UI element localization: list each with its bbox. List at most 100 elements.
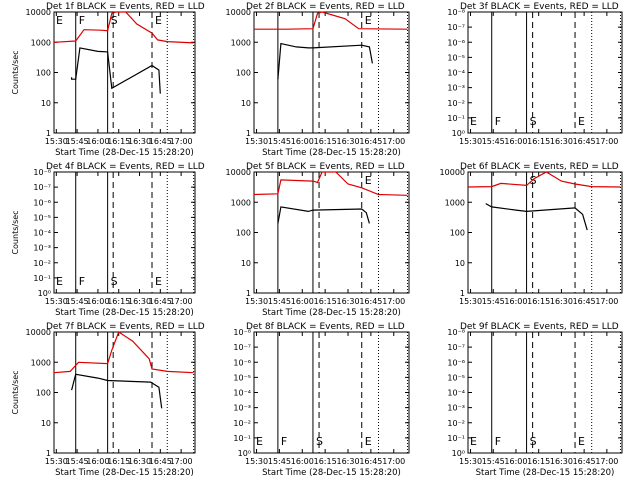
plot-frame bbox=[53, 331, 196, 454]
x-tick-label: 16:15 bbox=[527, 297, 550, 306]
y-tick-label: 10⁻⁸ bbox=[33, 168, 51, 177]
y-tick-label: 100 bbox=[450, 229, 465, 238]
x-tick-label: 16:15 bbox=[527, 137, 550, 146]
x-tick-label: 16:15 bbox=[314, 137, 337, 146]
y-axis-label: Counts/sec bbox=[11, 370, 20, 414]
panel-3: Det 3f BLACK = Events, RED = LLD 15:30 15:… bbox=[447, 2, 623, 146]
y-tick-label: 1000 bbox=[231, 38, 251, 47]
panel-title: Det 4f BLACK = Events, RED = LLD bbox=[46, 162, 205, 172]
plot-frame bbox=[253, 171, 410, 294]
y-tick-label: 10⁰ bbox=[238, 449, 251, 458]
x-tick-label: 16:45 bbox=[359, 297, 382, 306]
x-tick-label: 17:00 bbox=[595, 457, 618, 466]
y-tick-label: 10⁻³ bbox=[33, 244, 51, 253]
y-tick-label: 10⁻² bbox=[447, 419, 465, 428]
x-tick-label: 15:45 bbox=[482, 457, 505, 466]
x-tick-label: 15:30 bbox=[459, 137, 482, 146]
y-tick-label: 10⁻⁵ bbox=[233, 373, 251, 382]
phase-marker-label: F bbox=[495, 115, 501, 128]
x-tick-label: 16:45 bbox=[149, 457, 172, 466]
x-tick-label: 17:00 bbox=[170, 297, 193, 306]
x-tick-label: 15:45 bbox=[268, 297, 291, 306]
x-tick-label: 16:00 bbox=[86, 297, 109, 306]
y-tick-label: 10⁻¹ bbox=[447, 434, 465, 443]
y-tick-label: 1000 bbox=[31, 38, 51, 47]
y-tick-label: 10⁰ bbox=[452, 129, 465, 138]
y-tick-label: 10⁻³ bbox=[447, 84, 465, 93]
x-tick-label: 16:00 bbox=[86, 457, 109, 466]
x-tick-label: 15:45 bbox=[66, 297, 89, 306]
y-tick-label: 10⁻⁵ bbox=[447, 373, 465, 382]
y-tick-label: 1 bbox=[246, 289, 251, 298]
phase-marker-label: E bbox=[365, 435, 372, 448]
phase-marker-label: S bbox=[530, 174, 537, 187]
y-tick-label: 10000 bbox=[226, 168, 251, 177]
x-tick-label: 16:45 bbox=[359, 457, 382, 466]
phase-marker-label: E bbox=[578, 115, 585, 128]
panel-title: Det 5f BLACK = Events, RED = LLD bbox=[246, 162, 405, 172]
x-tick-label: 15:45 bbox=[66, 457, 89, 466]
x-axis-label: Start Time (28-Dec-15 15:28:20) bbox=[262, 308, 401, 318]
lld-series-line bbox=[254, 11, 408, 30]
plot-frame bbox=[253, 331, 410, 454]
x-tick-label: 16:15 bbox=[107, 457, 130, 466]
panel-title: Det 1f BLACK = Events, RED = LLD bbox=[46, 2, 205, 12]
y-tick-label: 1 bbox=[46, 129, 51, 138]
phase-marker-label: F bbox=[281, 435, 287, 448]
y-tick-label: 10⁻⁷ bbox=[33, 183, 51, 192]
phase-marker-label: E bbox=[470, 115, 477, 128]
x-tick-label: 15:30 bbox=[245, 297, 268, 306]
x-tick-label: 16:45 bbox=[149, 137, 172, 146]
lld-series-line bbox=[53, 11, 194, 44]
x-tick-label: 17:00 bbox=[382, 457, 405, 466]
y-tick-label: 10⁻⁷ bbox=[447, 343, 465, 352]
y-tick-label: 100 bbox=[236, 69, 251, 78]
x-axis-label: Start Time (28-Dec-15 15:28:20) bbox=[476, 468, 615, 478]
x-tick-label: 15:30 bbox=[245, 137, 268, 146]
x-axis-label: Start Time (28-Dec-15 15:28:20) bbox=[262, 468, 401, 478]
plot-frame bbox=[53, 11, 196, 134]
y-tick-label: 10 bbox=[241, 259, 251, 268]
x-axis-label: Start Time (28-Dec-15 15:28:20) bbox=[262, 148, 401, 158]
lld-series-line bbox=[253, 171, 408, 196]
x-tick-label: 16:30 bbox=[336, 137, 359, 146]
y-tick-label: 10000 bbox=[26, 328, 51, 337]
x-tick-label: 17:00 bbox=[382, 137, 405, 146]
panel-5: Det 5f BLACK = Events, RED = LLD 15:30 15:… bbox=[226, 162, 410, 318]
phase-marker-label: E bbox=[155, 14, 162, 27]
y-tick-label: 10⁻⁸ bbox=[447, 8, 465, 17]
y-tick-label: 10⁻³ bbox=[233, 404, 251, 413]
lld-series-line bbox=[53, 331, 194, 374]
x-tick-label: 16:15 bbox=[314, 297, 337, 306]
phase-marker-label: E bbox=[470, 435, 477, 448]
events-series-line bbox=[70, 47, 161, 94]
x-tick-label: 16:30 bbox=[128, 457, 151, 466]
y-tick-label: 10⁻⁶ bbox=[447, 358, 465, 367]
x-tick-label: 16:15 bbox=[107, 137, 130, 146]
x-tick-label: 16:00 bbox=[504, 297, 527, 306]
x-tick-label: 15:45 bbox=[268, 457, 291, 466]
x-tick-label: 16:30 bbox=[336, 297, 359, 306]
x-tick-label: 16:00 bbox=[291, 297, 314, 306]
y-tick-label: 10⁻² bbox=[447, 99, 465, 108]
x-tick-label: 15:45 bbox=[268, 137, 291, 146]
y-tick-label: 1000 bbox=[31, 358, 51, 367]
y-tick-label: 1 bbox=[460, 289, 465, 298]
panel-7: Det 7f BLACK = Events, RED = LLD 15:3015:… bbox=[11, 322, 205, 478]
x-tick-label: 16:45 bbox=[149, 297, 172, 306]
y-tick-label: 10000 bbox=[26, 8, 51, 17]
x-tick-label: 15:30 bbox=[45, 457, 68, 466]
x-tick-label: 16:15 bbox=[314, 457, 337, 466]
x-axis-label: Start Time (28-Dec-15 15:28:20) bbox=[55, 308, 194, 318]
y-tick-label: 100 bbox=[36, 389, 51, 398]
y-axis-label: Counts/sec bbox=[11, 210, 20, 254]
panel-title: Det 9f BLACK = Events, RED = LLD bbox=[460, 322, 619, 332]
phase-marker-label: S bbox=[530, 435, 537, 448]
x-tick-label: 16:45 bbox=[573, 457, 596, 466]
x-tick-label: 16:45 bbox=[573, 137, 596, 146]
panel-6: Det 6f BLACK = Events, RED = LLD 15:30 15:… bbox=[440, 162, 623, 306]
y-tick-label: 10 bbox=[241, 99, 251, 108]
y-tick-label: 10⁻⁷ bbox=[233, 343, 251, 352]
y-tick-label: 10000 bbox=[226, 8, 251, 17]
y-tick-label: 10⁻¹ bbox=[33, 274, 51, 283]
